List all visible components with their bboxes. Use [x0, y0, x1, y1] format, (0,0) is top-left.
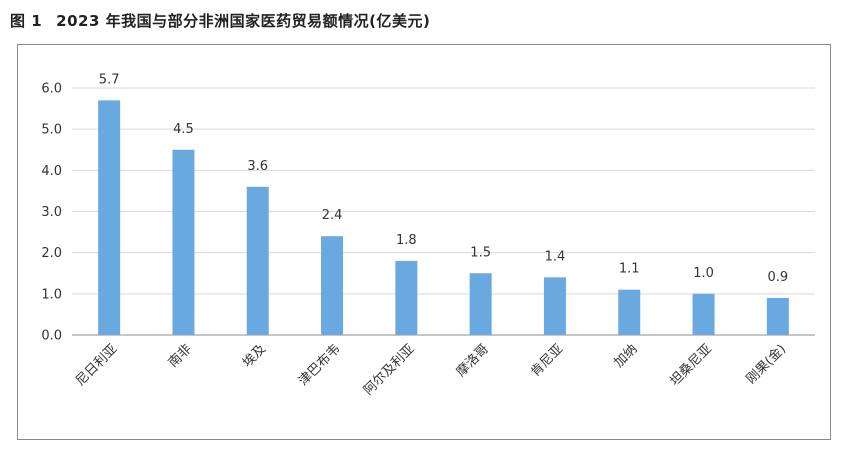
x-tick-label: 阿尔及利亚	[361, 342, 418, 399]
bar	[98, 100, 121, 335]
x-tick-label: 津巴布韦	[296, 342, 343, 389]
data-label: 2.4	[322, 208, 343, 223]
figure-number: 图 1	[10, 12, 43, 30]
y-tick-label: 1.0	[41, 287, 62, 302]
bar	[618, 289, 641, 335]
bar	[692, 293, 715, 335]
y-tick-label: 3.0	[41, 205, 62, 220]
data-label: 1.1	[619, 262, 640, 277]
data-label: 1.8	[396, 233, 417, 248]
y-tick-label: 5.0	[41, 123, 62, 138]
data-label: 1.5	[470, 245, 491, 260]
bar	[395, 260, 418, 335]
x-tick-label: 摩洛哥	[453, 341, 492, 380]
bar	[766, 297, 789, 335]
bar	[543, 277, 566, 335]
data-label: 1.4	[545, 249, 566, 264]
bar	[172, 149, 195, 335]
data-label: 4.5	[173, 122, 194, 137]
data-label: 5.7	[99, 72, 120, 87]
x-tick-label: 加纳	[612, 342, 641, 371]
bar	[469, 273, 492, 335]
figure-caption: 2023 年我国与部分非洲国家医药贸易额情况(亿美元)	[56, 12, 431, 30]
x-tick-label: 刚果(金)	[743, 341, 789, 387]
data-label: 3.6	[247, 159, 268, 174]
x-tick-label: 坦桑尼亚	[667, 342, 714, 389]
x-tick-label: 肯尼亚	[528, 342, 566, 380]
y-tick-label: 6.0	[41, 82, 62, 97]
x-tick-label: 南非	[165, 341, 195, 371]
y-tick-label: 4.0	[41, 164, 62, 179]
figure-title: 图 1 2023 年我国与部分非洲国家医药贸易额情况(亿美元)	[10, 10, 430, 31]
data-label: 1.0	[693, 266, 714, 281]
bar	[246, 186, 269, 335]
x-tick-label: 埃及	[240, 342, 269, 371]
chart-frame	[17, 44, 831, 440]
data-label: 0.9	[768, 270, 789, 285]
x-tick-label: 尼日利亚	[73, 342, 120, 389]
y-tick-label: 2.0	[41, 246, 62, 261]
y-tick-label: 0.0	[41, 329, 62, 344]
bar	[321, 236, 344, 335]
